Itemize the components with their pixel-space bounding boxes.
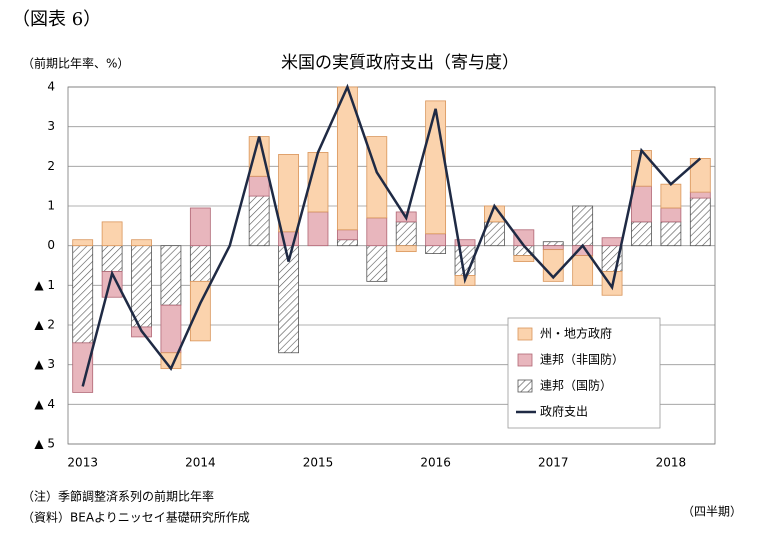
legend-label: 州・地方政府 — [540, 326, 612, 341]
bar-segment — [307, 211, 329, 247]
bar-segment — [425, 245, 447, 255]
bar-segment — [189, 207, 211, 247]
bar-segment — [72, 245, 94, 344]
source: （資料）BEAよりニッセイ基礎研究所作成 — [22, 510, 250, 525]
bar-segment — [189, 280, 211, 342]
bar-segment — [689, 191, 711, 199]
legend-swatch — [517, 353, 533, 367]
legend-label: 連邦（国防） — [540, 378, 612, 393]
bar-segment — [425, 100, 447, 235]
x-tick-label: 2014 — [185, 456, 216, 470]
bar-segment — [278, 154, 299, 233]
bar-segment — [160, 304, 182, 354]
bar-segment — [189, 245, 211, 282]
x-tick-label: 2018 — [656, 456, 687, 470]
bar-segment — [72, 342, 94, 393]
bar-segment — [366, 245, 388, 282]
chart-title: 米国の実質政府支出（寄与度） — [281, 53, 519, 73]
y-tick-label: 4 — [47, 80, 55, 94]
bar-segment — [248, 175, 270, 197]
x-tick-label: 2015 — [303, 456, 334, 470]
bar-segment — [395, 221, 417, 247]
figure-label: （図表 6） — [12, 9, 101, 30]
bar-segment — [631, 221, 652, 247]
y-tick-label: ▲ 1 — [34, 278, 55, 292]
bar-segment — [660, 207, 682, 223]
bar-segment — [542, 245, 564, 251]
bar-segment — [660, 221, 682, 247]
bar-segment — [366, 217, 388, 247]
bar-segment — [689, 197, 711, 247]
bar-segment — [425, 233, 447, 247]
bar-segment — [454, 239, 476, 247]
bar-segment — [248, 195, 270, 247]
bar-segment — [601, 237, 623, 247]
legend-swatch — [517, 327, 533, 341]
y-tick-label: 1 — [47, 199, 55, 213]
bar-segment — [101, 245, 123, 272]
bar-segment — [660, 183, 682, 209]
x-tick-label: 2013 — [67, 456, 98, 470]
bar-segment — [336, 229, 358, 241]
y-tick-label: ▲ 5 — [34, 437, 55, 451]
bar-segment — [336, 239, 358, 247]
y-tick-label: ▲ 4 — [34, 397, 55, 411]
y-tick-label: 3 — [47, 119, 55, 133]
bar-segment — [160, 245, 182, 306]
bar-segment — [513, 255, 535, 262]
bar-segment — [631, 185, 652, 223]
x-tick-label: 2016 — [420, 456, 451, 470]
bar-segment — [72, 239, 94, 247]
y-axis-label: （前期比年率、%） — [22, 56, 129, 71]
bar-segment — [572, 205, 594, 247]
y-tick-label: 0 — [47, 238, 55, 252]
x-axis-label: （四半期） — [682, 505, 742, 519]
line-series — [81, 83, 702, 387]
y-tick-label: ▲ 2 — [34, 318, 55, 332]
legend-label: 政府支出 — [540, 404, 588, 419]
bar-segment — [395, 245, 417, 253]
x-tick-label: 2017 — [538, 456, 569, 470]
y-tick-label: ▲ 3 — [34, 357, 55, 371]
y-tick-label: 2 — [47, 159, 55, 173]
legend-swatch — [517, 379, 533, 393]
bar-segment — [101, 221, 123, 247]
bar-segment — [572, 255, 594, 286]
legend-box — [507, 317, 661, 429]
plot-frame — [67, 86, 716, 445]
note: （注）季節調整済系列の前期比年率 — [22, 489, 214, 504]
bar-segment — [542, 241, 564, 247]
bar-segment — [131, 239, 152, 247]
legend-label: 連邦（非国防） — [540, 352, 624, 367]
